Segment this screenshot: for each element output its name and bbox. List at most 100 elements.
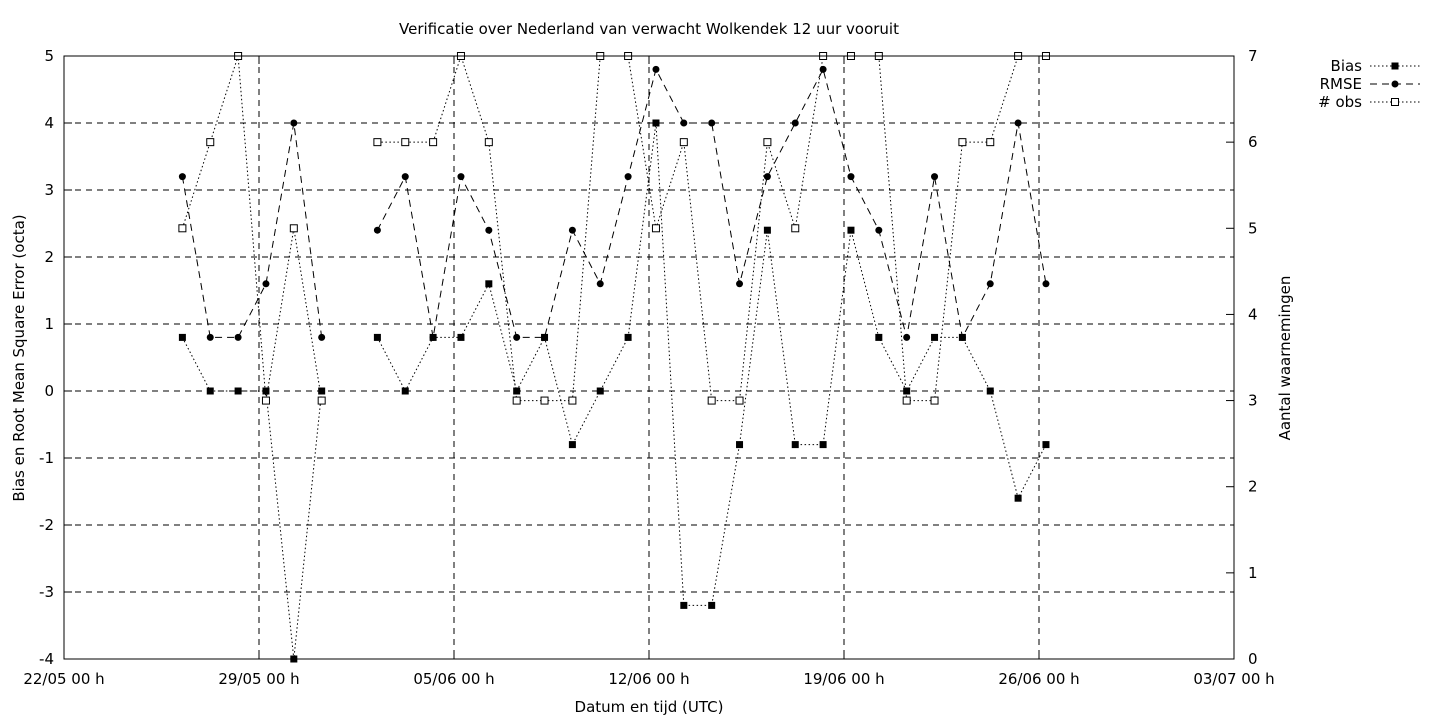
bias-point <box>513 387 521 395</box>
x-axis: 22/05 00 h 29/05 00 h 05/06 00 h 12/06 00 h… <box>23 56 1275 688</box>
bias-point <box>234 387 242 395</box>
obs-point <box>763 138 772 147</box>
bias-point <box>1014 494 1022 502</box>
obs-point <box>373 138 382 147</box>
bias-point <box>708 601 716 609</box>
chart-title: Verificatie over Nederland van verwacht … <box>399 20 899 38</box>
x-tick-label: 22/05 00 h <box>23 670 104 688</box>
bias-point <box>875 333 883 341</box>
bias-point <box>847 226 855 234</box>
y2-tick-label: 6 <box>1248 133 1258 151</box>
rmse-point <box>652 65 660 73</box>
bias-point <box>903 387 911 395</box>
y2-tick-label: 2 <box>1248 478 1258 496</box>
bias-point <box>819 441 827 449</box>
obs-point <box>958 138 967 147</box>
bias-point <box>791 441 799 449</box>
rmse-point <box>401 173 409 181</box>
grid <box>64 56 1234 659</box>
series-line <box>181 122 323 338</box>
x-axis-label: Datum en tijd (UTC) <box>575 698 724 716</box>
y-axis-left: -4 -3 -2 -1 0 1 2 3 4 5 <box>39 47 72 668</box>
obs-point <box>651 224 660 233</box>
bias-point <box>596 387 604 395</box>
rmse-point <box>624 173 632 181</box>
obs-point <box>791 224 800 233</box>
bias-point <box>986 387 994 395</box>
series-bias <box>178 119 1050 663</box>
bias-point <box>1042 441 1050 449</box>
obs-point <box>317 396 326 405</box>
bias-point <box>568 441 576 449</box>
rmse-point <box>819 65 827 73</box>
obs-point <box>679 138 688 147</box>
y2-axis-label: Aantal waarnemingen <box>1276 276 1294 441</box>
rmse-point <box>262 280 270 288</box>
rmse-point <box>1014 119 1022 127</box>
bias-point <box>680 601 688 609</box>
obs-point <box>707 396 716 405</box>
rmse-point <box>318 333 326 341</box>
bias-point <box>763 226 771 234</box>
rmse-point <box>1042 280 1050 288</box>
y2-tick-label: 4 <box>1248 305 1258 323</box>
y-tick-label: 0 <box>44 382 54 400</box>
rmse-point <box>931 173 939 181</box>
y2-tick-label: 3 <box>1248 392 1258 410</box>
series-rmse <box>178 65 1050 341</box>
obs-point <box>930 396 939 405</box>
rmse-point <box>875 226 883 234</box>
rmse-point <box>234 333 242 341</box>
obs-point <box>261 396 270 405</box>
obs-point <box>289 224 298 233</box>
y-tick-label: -4 <box>39 650 54 668</box>
rmse-point <box>429 333 437 341</box>
y-tick-label: 5 <box>44 47 54 65</box>
rmse-point <box>763 173 771 181</box>
x-tick-label: 03/07 00 h <box>1193 670 1274 688</box>
y-tick-label: 3 <box>44 181 54 199</box>
legend-label: Bias <box>1331 57 1363 75</box>
obs-point <box>206 138 215 147</box>
x-tick-label: 12/06 00 h <box>608 670 689 688</box>
y2-tick-label: 0 <box>1248 650 1258 668</box>
rmse-point <box>958 333 966 341</box>
series-obs <box>178 52 1050 405</box>
bias-point <box>736 441 744 449</box>
y-tick-label: 1 <box>44 315 54 333</box>
y-axis-label: Bias en Root Mean Square Error (octa) <box>10 214 28 501</box>
bias-point <box>206 387 214 395</box>
obs-point <box>568 396 577 405</box>
y2-tick-label: 5 <box>1248 219 1258 237</box>
obs-point <box>484 138 493 147</box>
y-tick-label: -1 <box>39 449 54 467</box>
obs-point <box>512 396 521 405</box>
bias-point <box>178 333 186 341</box>
rmse-point <box>541 333 549 341</box>
rmse-point <box>847 173 855 181</box>
obs-point <box>986 138 995 147</box>
rmse-point <box>986 280 994 288</box>
series-line <box>376 122 1047 606</box>
rmse-point <box>457 173 465 181</box>
series-line <box>181 337 323 660</box>
rmse-point <box>206 333 214 341</box>
legend-label: RMSE <box>1320 75 1362 93</box>
y-axis-right: 0 1 2 3 4 5 6 7 <box>1226 47 1258 668</box>
obs-point <box>902 396 911 405</box>
y-tick-label: 4 <box>44 114 54 132</box>
rmse-point <box>290 119 298 127</box>
obs-point <box>178 224 187 233</box>
rmse-point <box>736 280 744 288</box>
bias-point <box>262 387 270 395</box>
obs-point <box>429 138 438 147</box>
obs-point <box>401 138 410 147</box>
series-line <box>377 54 1046 402</box>
bias-point <box>485 280 493 288</box>
y-tick-label: 2 <box>44 248 54 266</box>
rmse-point <box>680 119 688 127</box>
bias-point <box>624 333 632 341</box>
rmse-point <box>485 226 493 234</box>
